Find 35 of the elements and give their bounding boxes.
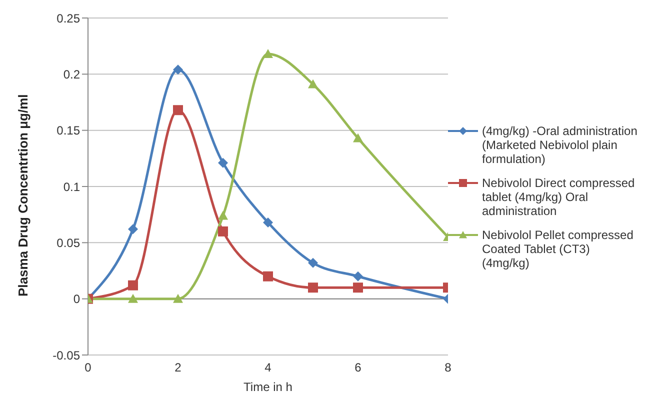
legend-label: Nebivolol Pellet compressed Coated Tablet (CT3) (4mg/kg) bbox=[482, 228, 634, 270]
y-tick-label: 0 bbox=[73, 292, 80, 306]
y-tick-label: 0.1 bbox=[63, 180, 80, 194]
y-tick-label: 0.2 bbox=[63, 67, 80, 82]
x-tick-label: 4 bbox=[264, 360, 272, 375]
point bbox=[353, 271, 363, 282]
x-tick-label: 6 bbox=[354, 360, 362, 375]
legend-label: Nebivolol Direct compressed tablet (4mg/kg) Oral administration bbox=[482, 176, 636, 218]
point bbox=[218, 210, 228, 220]
y-tick-label: 0.15 bbox=[56, 124, 80, 138]
x-tick-label: 0 bbox=[84, 360, 92, 375]
x-tick-label: 8 bbox=[444, 360, 452, 375]
point bbox=[308, 258, 318, 268]
point bbox=[308, 79, 318, 88]
point bbox=[308, 282, 318, 293]
y-tick-label: 0.05 bbox=[56, 236, 80, 250]
point bbox=[353, 133, 363, 142]
point bbox=[128, 294, 138, 303]
point bbox=[128, 280, 138, 290]
point bbox=[173, 64, 183, 75]
point bbox=[128, 224, 138, 234]
point bbox=[218, 158, 228, 168]
point bbox=[263, 271, 273, 282]
point bbox=[263, 217, 273, 228]
point bbox=[218, 226, 228, 236]
y-axis-title: Plasma Drug Concentrtion μg/ml bbox=[16, 94, 31, 296]
point bbox=[263, 48, 273, 58]
point bbox=[173, 294, 183, 303]
point bbox=[353, 282, 363, 293]
x-axis-title: Time in h bbox=[244, 380, 292, 394]
x-tick-label: 2 bbox=[174, 360, 182, 375]
legend-label: (4mg/kg) -Oral administration (Marketed Nebivolol plain formulation) bbox=[482, 124, 638, 166]
point bbox=[173, 105, 183, 116]
y-tick-label: -0.05 bbox=[52, 348, 80, 362]
y-tick-label: 0.25 bbox=[56, 11, 80, 26]
